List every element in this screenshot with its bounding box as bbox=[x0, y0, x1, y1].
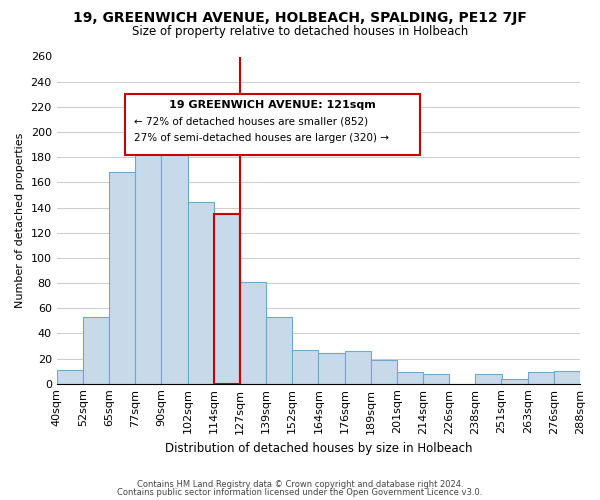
Bar bbox=[319, 354, 344, 384]
Text: Size of property relative to detached houses in Holbeach: Size of property relative to detached ho… bbox=[132, 25, 468, 38]
Bar bbox=[423, 374, 449, 384]
Bar bbox=[266, 317, 292, 384]
Bar bbox=[475, 374, 502, 384]
Bar bbox=[344, 351, 371, 384]
Text: 27% of semi-detached houses are larger (320) →: 27% of semi-detached houses are larger (… bbox=[134, 132, 389, 142]
FancyBboxPatch shape bbox=[125, 94, 421, 154]
Bar bbox=[397, 372, 423, 384]
Text: Contains public sector information licensed under the Open Government Licence v3: Contains public sector information licen… bbox=[118, 488, 482, 497]
Text: ← 72% of detached houses are smaller (852): ← 72% of detached houses are smaller (85… bbox=[134, 116, 368, 126]
Bar bbox=[161, 118, 187, 384]
Bar bbox=[109, 172, 135, 384]
Bar bbox=[502, 378, 527, 384]
Bar bbox=[527, 372, 554, 384]
Bar bbox=[554, 371, 580, 384]
Text: Contains HM Land Registry data © Crown copyright and database right 2024.: Contains HM Land Registry data © Crown c… bbox=[137, 480, 463, 489]
X-axis label: Distribution of detached houses by size in Holbeach: Distribution of detached houses by size … bbox=[164, 442, 472, 455]
Bar bbox=[135, 123, 161, 384]
Y-axis label: Number of detached properties: Number of detached properties bbox=[15, 132, 25, 308]
Bar bbox=[214, 214, 240, 384]
Bar bbox=[240, 282, 266, 384]
Text: 19 GREENWICH AVENUE: 121sqm: 19 GREENWICH AVENUE: 121sqm bbox=[169, 100, 376, 110]
Bar bbox=[56, 370, 83, 384]
Bar bbox=[292, 350, 319, 384]
Bar bbox=[371, 360, 397, 384]
Text: 19, GREENWICH AVENUE, HOLBEACH, SPALDING, PE12 7JF: 19, GREENWICH AVENUE, HOLBEACH, SPALDING… bbox=[73, 11, 527, 25]
Bar bbox=[83, 317, 109, 384]
Bar bbox=[187, 202, 214, 384]
